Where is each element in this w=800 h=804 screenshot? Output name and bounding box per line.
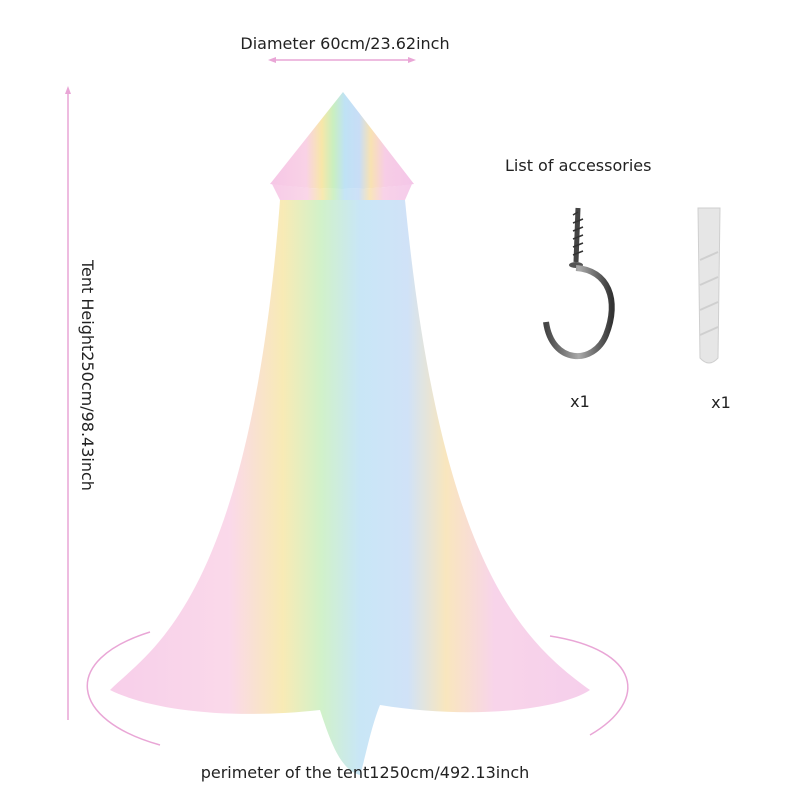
- hook-icon: [543, 207, 615, 360]
- height-arrow: [65, 86, 71, 720]
- quantity-label: x1: [570, 392, 590, 411]
- diameter-label: Diameter 60cm/23.62inch: [240, 34, 449, 53]
- quantity-label: x1: [711, 393, 731, 412]
- anchor-icon: [697, 207, 721, 364]
- perimeter-arrow: [86, 631, 629, 746]
- perimeter-label: perimeter of the tent1250cm/492.13inch: [201, 763, 530, 782]
- canopy: [110, 92, 590, 775]
- accessories-title: List of accessories: [505, 156, 651, 175]
- height-label: Tent Height250cm/98.43inch: [78, 259, 97, 491]
- diameter-arrow: [268, 57, 416, 63]
